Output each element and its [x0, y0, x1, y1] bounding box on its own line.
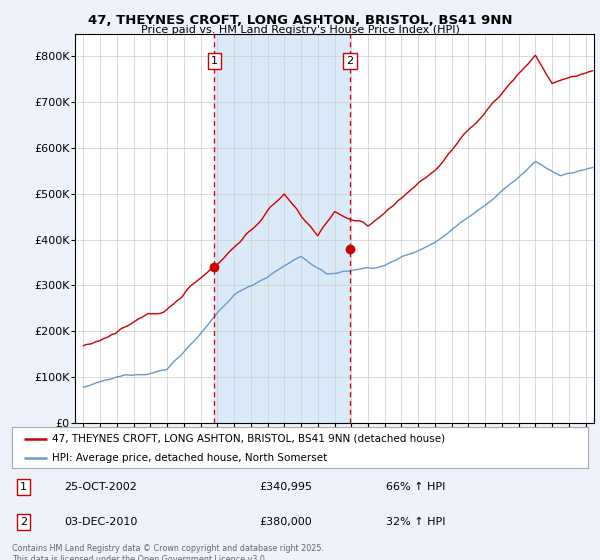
- Text: 66% ↑ HPI: 66% ↑ HPI: [386, 482, 446, 492]
- Text: 2: 2: [20, 517, 27, 527]
- Text: 47, THEYNES CROFT, LONG ASHTON, BRISTOL, BS41 9NN (detached house): 47, THEYNES CROFT, LONG ASHTON, BRISTOL,…: [52, 433, 445, 444]
- Text: 32% ↑ HPI: 32% ↑ HPI: [386, 517, 446, 527]
- Text: 2: 2: [346, 56, 353, 66]
- Text: Contains HM Land Registry data © Crown copyright and database right 2025.
This d: Contains HM Land Registry data © Crown c…: [12, 544, 324, 560]
- Text: 25-OCT-2002: 25-OCT-2002: [64, 482, 137, 492]
- Text: 03-DEC-2010: 03-DEC-2010: [64, 517, 137, 527]
- Text: 1: 1: [211, 56, 218, 66]
- Bar: [214, 34, 350, 423]
- Text: £340,995: £340,995: [260, 482, 313, 492]
- Text: 47, THEYNES CROFT, LONG ASHTON, BRISTOL, BS41 9NN: 47, THEYNES CROFT, LONG ASHTON, BRISTOL,…: [88, 14, 512, 27]
- Text: £380,000: £380,000: [260, 517, 313, 527]
- Text: Price paid vs. HM Land Registry's House Price Index (HPI): Price paid vs. HM Land Registry's House …: [140, 25, 460, 35]
- Text: 1: 1: [20, 482, 27, 492]
- Text: HPI: Average price, detached house, North Somerset: HPI: Average price, detached house, Nort…: [52, 452, 328, 463]
